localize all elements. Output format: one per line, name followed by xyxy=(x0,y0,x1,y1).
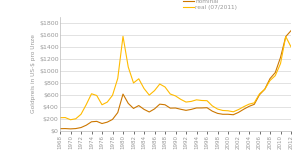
real (07/2011) xyxy=(253,102,256,104)
Line: nominal: nominal xyxy=(60,31,291,129)
real (07/2011) xyxy=(242,106,245,108)
nominal xyxy=(90,121,93,123)
nominal xyxy=(74,128,77,130)
nominal xyxy=(274,72,277,74)
nominal xyxy=(195,107,198,109)
real (07/2011) xyxy=(64,117,67,119)
Legend: nominal, real (07/2011): nominal, real (07/2011) xyxy=(183,0,237,10)
real (07/2011) xyxy=(74,118,77,120)
real (07/2011) xyxy=(90,93,93,95)
real (07/2011) xyxy=(111,94,114,96)
nominal xyxy=(121,93,125,95)
real (07/2011) xyxy=(158,83,162,85)
real (07/2011) xyxy=(195,99,198,101)
nominal xyxy=(232,114,235,116)
nominal xyxy=(237,111,240,113)
real (07/2011) xyxy=(69,119,72,121)
nominal xyxy=(163,104,167,106)
real (07/2011) xyxy=(221,110,224,112)
real (07/2011) xyxy=(100,104,104,106)
real (07/2011) xyxy=(184,101,188,103)
nominal xyxy=(211,110,214,112)
nominal xyxy=(95,120,98,122)
real (07/2011) xyxy=(247,103,251,105)
nominal xyxy=(64,128,67,130)
real (07/2011) xyxy=(179,98,182,100)
nominal xyxy=(242,108,245,110)
nominal xyxy=(221,113,224,115)
nominal xyxy=(142,108,146,110)
real (07/2011) xyxy=(190,100,193,102)
nominal xyxy=(179,108,182,110)
nominal xyxy=(205,107,209,109)
nominal xyxy=(132,107,135,109)
nominal xyxy=(153,108,156,110)
nominal xyxy=(279,56,282,58)
nominal xyxy=(58,128,62,130)
nominal xyxy=(226,113,230,115)
real (07/2011) xyxy=(263,88,267,90)
real (07/2011) xyxy=(132,82,135,84)
real (07/2011) xyxy=(205,100,209,102)
nominal xyxy=(174,107,177,109)
nominal xyxy=(190,108,193,110)
real (07/2011) xyxy=(127,66,130,68)
nominal xyxy=(127,102,130,104)
nominal xyxy=(289,30,293,32)
Y-axis label: Goldpreis in US-$ pro Unze: Goldpreis in US-$ pro Unze xyxy=(31,34,36,113)
real (07/2011) xyxy=(274,75,277,77)
real (07/2011) xyxy=(232,111,235,113)
real (07/2011) xyxy=(237,109,240,111)
nominal xyxy=(247,105,251,107)
real (07/2011) xyxy=(174,95,177,97)
real (07/2011) xyxy=(142,88,146,90)
nominal xyxy=(100,122,104,124)
nominal xyxy=(169,107,172,109)
nominal xyxy=(148,111,151,113)
real (07/2011) xyxy=(169,93,172,95)
real (07/2011) xyxy=(85,104,88,106)
nominal xyxy=(284,36,287,38)
real (07/2011) xyxy=(284,36,287,38)
real (07/2011) xyxy=(200,99,204,101)
nominal xyxy=(216,112,219,114)
real (07/2011) xyxy=(116,77,119,79)
real (07/2011) xyxy=(148,94,151,96)
real (07/2011) xyxy=(226,110,230,112)
nominal xyxy=(258,94,261,96)
nominal xyxy=(85,124,88,126)
real (07/2011) xyxy=(279,63,282,65)
nominal xyxy=(268,78,272,80)
nominal xyxy=(184,109,188,111)
real (07/2011) xyxy=(58,117,62,119)
real (07/2011) xyxy=(106,101,109,103)
nominal xyxy=(116,112,119,114)
nominal xyxy=(158,103,162,105)
nominal xyxy=(200,107,204,109)
real (07/2011) xyxy=(216,108,219,110)
nominal xyxy=(79,127,83,129)
nominal xyxy=(137,104,140,107)
real (07/2011) xyxy=(163,86,167,88)
real (07/2011) xyxy=(258,93,261,95)
nominal xyxy=(111,118,114,120)
real (07/2011) xyxy=(121,35,125,37)
real (07/2011) xyxy=(211,105,214,107)
nominal xyxy=(263,88,267,90)
real (07/2011) xyxy=(153,90,156,92)
real (07/2011) xyxy=(268,79,272,81)
real (07/2011) xyxy=(79,113,83,115)
Line: real (07/2011): real (07/2011) xyxy=(60,36,291,120)
nominal xyxy=(253,103,256,105)
nominal xyxy=(106,121,109,123)
real (07/2011) xyxy=(289,46,293,48)
real (07/2011) xyxy=(95,94,98,96)
nominal xyxy=(69,128,72,130)
real (07/2011) xyxy=(137,78,140,80)
